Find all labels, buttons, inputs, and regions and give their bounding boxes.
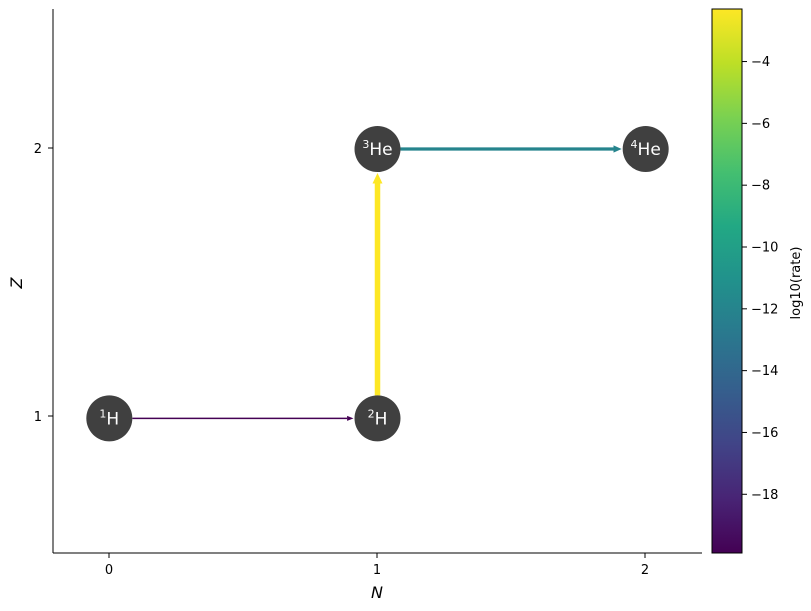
- nuclide-circle: [86, 395, 133, 442]
- colorbar-tick-label: −8: [751, 179, 770, 194]
- colorbar-tick-label: −14: [751, 364, 778, 379]
- reaction-links: [132, 145, 622, 421]
- colorbar-tick-label: −16: [751, 426, 778, 441]
- colorbar: −4 −6 −8 −10 −12 −14 −16 −18 log10(rate): [711, 8, 804, 554]
- y-tick-label: 2: [34, 142, 42, 157]
- nuclide-node-he4: 4He: [622, 126, 669, 173]
- element-symbol: He: [638, 140, 661, 160]
- nuclide-circle: [354, 126, 401, 173]
- y-axis-label: Z: [7, 276, 26, 289]
- reaction-arrow-head: [372, 173, 383, 184]
- reaction-arrow-h2-he3: [372, 173, 383, 396]
- x-tick-0: 0: [105, 553, 113, 578]
- mass-number: 4: [631, 138, 638, 151]
- x-tick-label: 0: [105, 563, 113, 578]
- y-tick-2: 2: [34, 142, 53, 157]
- y-tick-1: 1: [34, 410, 53, 425]
- x-tick-label: 2: [641, 563, 649, 578]
- nuclide-label: 3He: [362, 138, 392, 160]
- nuclide-node-he3: 3He: [354, 126, 401, 173]
- x-tick-label: 1: [373, 563, 381, 578]
- nuclide-node-h1: 1H: [86, 395, 133, 442]
- reaction-arrow-head: [613, 145, 622, 153]
- colorbar-gradient: [711, 8, 743, 554]
- x-tick-1: 1: [373, 553, 381, 578]
- mass-number: 2: [368, 407, 375, 420]
- colorbar-tick-label: −6: [751, 117, 770, 132]
- nuclide-circle: [622, 126, 669, 173]
- element-symbol: H: [375, 409, 388, 429]
- colorbar-tick-label: −4: [751, 55, 770, 70]
- reaction-arrow-he3-he4: [400, 145, 622, 153]
- nuclide-label: 2H: [368, 407, 388, 429]
- reaction-arrow-head: [347, 415, 354, 421]
- x-tick-2: 2: [641, 553, 649, 578]
- element-symbol: He: [369, 140, 392, 160]
- colorbar-tick-label: −10: [751, 241, 778, 256]
- mass-number: 3: [362, 138, 369, 151]
- element-symbol: H: [106, 409, 119, 429]
- y-tick-label: 1: [34, 410, 42, 425]
- x-axis-label: N: [371, 583, 383, 602]
- reaction-arrow-h1-h2: [132, 415, 354, 421]
- nuclide-label: 1H: [99, 407, 119, 429]
- mass-number: 1: [99, 407, 106, 420]
- colorbar-ticks: −4 −6 −8 −10 −12 −14 −16 −18: [742, 55, 778, 503]
- nuclide-node-h2: 2H: [354, 395, 401, 442]
- colorbar-tick-label: −18: [751, 488, 778, 503]
- colorbar-tick-label: −12: [751, 302, 778, 317]
- colorbar-label: log10(rate): [789, 247, 804, 320]
- nuclide-label: 4He: [631, 138, 661, 160]
- nuclide-circle: [354, 395, 401, 442]
